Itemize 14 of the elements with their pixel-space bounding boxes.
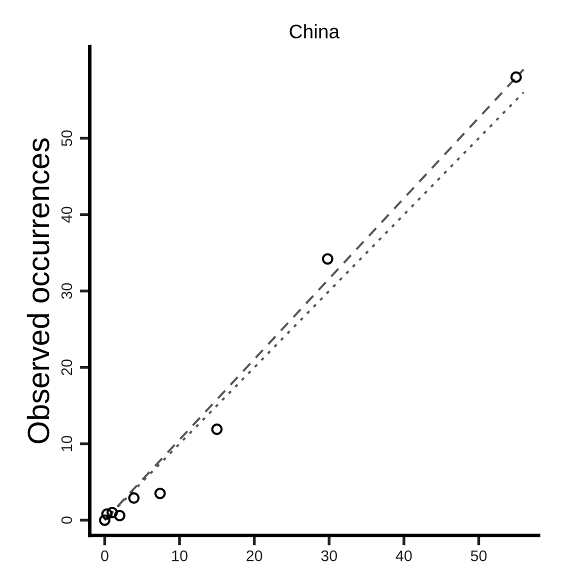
y-tick-label: 30 <box>61 283 72 299</box>
y-tick-label: 20 <box>61 359 72 376</box>
x-tick-label: 0 <box>101 550 108 562</box>
x-tick-label: 30 <box>321 550 338 562</box>
y-tick-label: 0 <box>61 516 72 524</box>
y-axis-title: Observed occurrences <box>26 138 50 444</box>
y-tick-label: 10 <box>61 436 72 452</box>
y-tick-label: 40 <box>61 206 72 223</box>
chart-title: China <box>290 24 340 38</box>
x-tick-label: 40 <box>396 550 412 562</box>
x-tick-label: 20 <box>246 550 262 562</box>
x-tick-label: 10 <box>172 550 188 562</box>
x-tick-label: 50 <box>470 550 487 562</box>
y-tick-label: 50 <box>61 130 72 146</box>
